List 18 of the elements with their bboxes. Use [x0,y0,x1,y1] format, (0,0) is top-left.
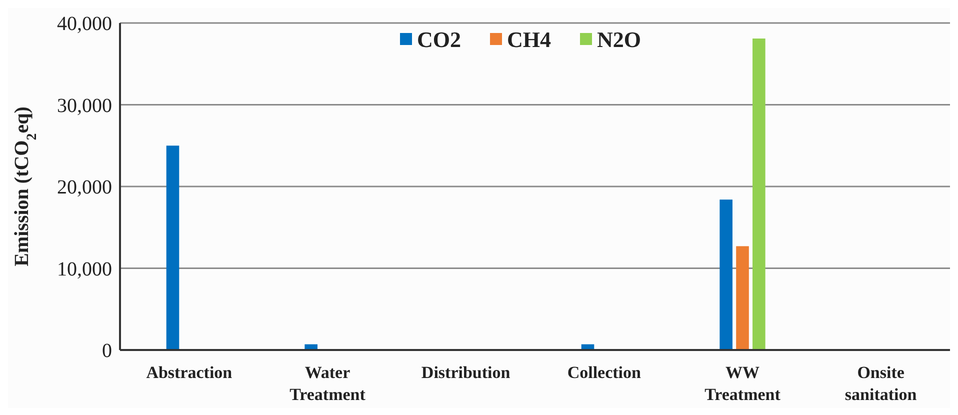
y-tick-label: 10,000 [57,258,112,280]
y-tick-label: 20,000 [57,176,112,198]
legend-label: CO2 [417,27,461,52]
legend-label: CH4 [507,27,551,52]
x-tick-label: Water Treatment [290,363,366,404]
bar [736,246,749,350]
legend-label: N2O [597,27,641,52]
bar [752,38,766,350]
y-tick-label: 30,000 [57,94,112,117]
bar [720,200,732,350]
x-tick-label: Distribution [421,363,511,382]
y-tick-label: 0 [102,340,112,362]
y-tick-label: 40,000 [57,13,112,35]
x-tick-label: Collection [567,363,642,382]
bar [166,146,180,350]
x-tick-label: Abstraction [146,363,233,382]
x-tick-label: WW Treatment [704,363,781,404]
x-tick-label: Onsite sanitation [844,363,918,404]
